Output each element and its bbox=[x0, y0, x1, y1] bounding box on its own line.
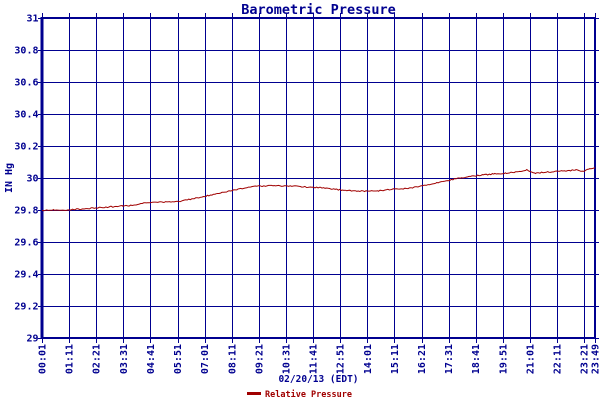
x-axis-tick-label: 10:31 bbox=[281, 344, 292, 374]
x-axis-tick-label: 11:41 bbox=[309, 344, 320, 374]
y-axis-tick-label: 29.8 bbox=[14, 206, 38, 217]
x-axis-tick-label: 01:11 bbox=[65, 344, 76, 374]
x-axis-tick-labels: 00:01 01:11 02:21 03:31 04:41 05:51 07:01 08:11… bbox=[38, 344, 600, 374]
grid bbox=[38, 13, 599, 343]
x-axis-tick-label: 22:11 bbox=[553, 344, 564, 374]
y-axis-tick-label: 29.2 bbox=[14, 302, 38, 313]
y-axis-tick-label: 30.8 bbox=[14, 46, 38, 57]
x-axis-tick-label: 23:21 bbox=[580, 344, 591, 374]
x-axis-tick-label: 00:01 bbox=[38, 344, 49, 374]
x-axis-tick-label: 09:21 bbox=[254, 344, 265, 374]
x-axis-tick-label: 16:21 bbox=[417, 344, 428, 374]
y-axis-label: IN Hg bbox=[4, 163, 15, 193]
y-axis-tick-label: 30.6 bbox=[14, 78, 38, 89]
x-axis-tick-label: 03:31 bbox=[119, 344, 130, 374]
x-axis-tick-label: 19:51 bbox=[498, 344, 509, 374]
x-axis-tick-label: 15:11 bbox=[390, 344, 401, 374]
x-axis-tick-label: 04:41 bbox=[146, 344, 157, 374]
legend-label: Relative Pressure bbox=[265, 389, 352, 400]
x-axis-tick-label: 02:21 bbox=[92, 344, 103, 374]
x-axis-tick-label: 17:31 bbox=[444, 344, 455, 374]
y-axis-tick-label: 29.4 bbox=[14, 270, 38, 281]
x-axis-tick-label: 21:01 bbox=[525, 344, 536, 374]
y-axis-tick-label: 30.2 bbox=[14, 142, 38, 153]
y-axis-tick-label: 29 bbox=[26, 334, 38, 345]
x-axis-tick-label: 05:51 bbox=[173, 344, 184, 374]
legend: Relative Pressure bbox=[247, 389, 352, 400]
pressure-line bbox=[41, 167, 596, 212]
date-label: 02/20/13 (EDT) bbox=[278, 374, 358, 385]
x-axis-tick-label: 12:51 bbox=[336, 344, 347, 374]
y-axis-tick-label: 29.6 bbox=[14, 238, 38, 249]
x-axis-tick-label: 08:11 bbox=[227, 344, 238, 374]
y-axis-tick-label: 30.4 bbox=[14, 110, 38, 121]
x-axis-tick-label: 18:41 bbox=[471, 344, 482, 374]
x-axis-tick-label: 14:01 bbox=[363, 344, 374, 374]
y-axis-tick-labels: 31 30.8 30.6 30.4 30.2 30 29.8 29.6 29.4 29.2 29 bbox=[14, 14, 38, 345]
x-axis-tick-label: 23:49 bbox=[591, 344, 600, 374]
y-axis-tick-label: 31 bbox=[26, 14, 38, 25]
chart-title: Barometric Pressure bbox=[241, 2, 395, 18]
y-axis-tick-label: 30 bbox=[26, 174, 38, 185]
x-axis-tick-label: 07:01 bbox=[200, 344, 211, 374]
